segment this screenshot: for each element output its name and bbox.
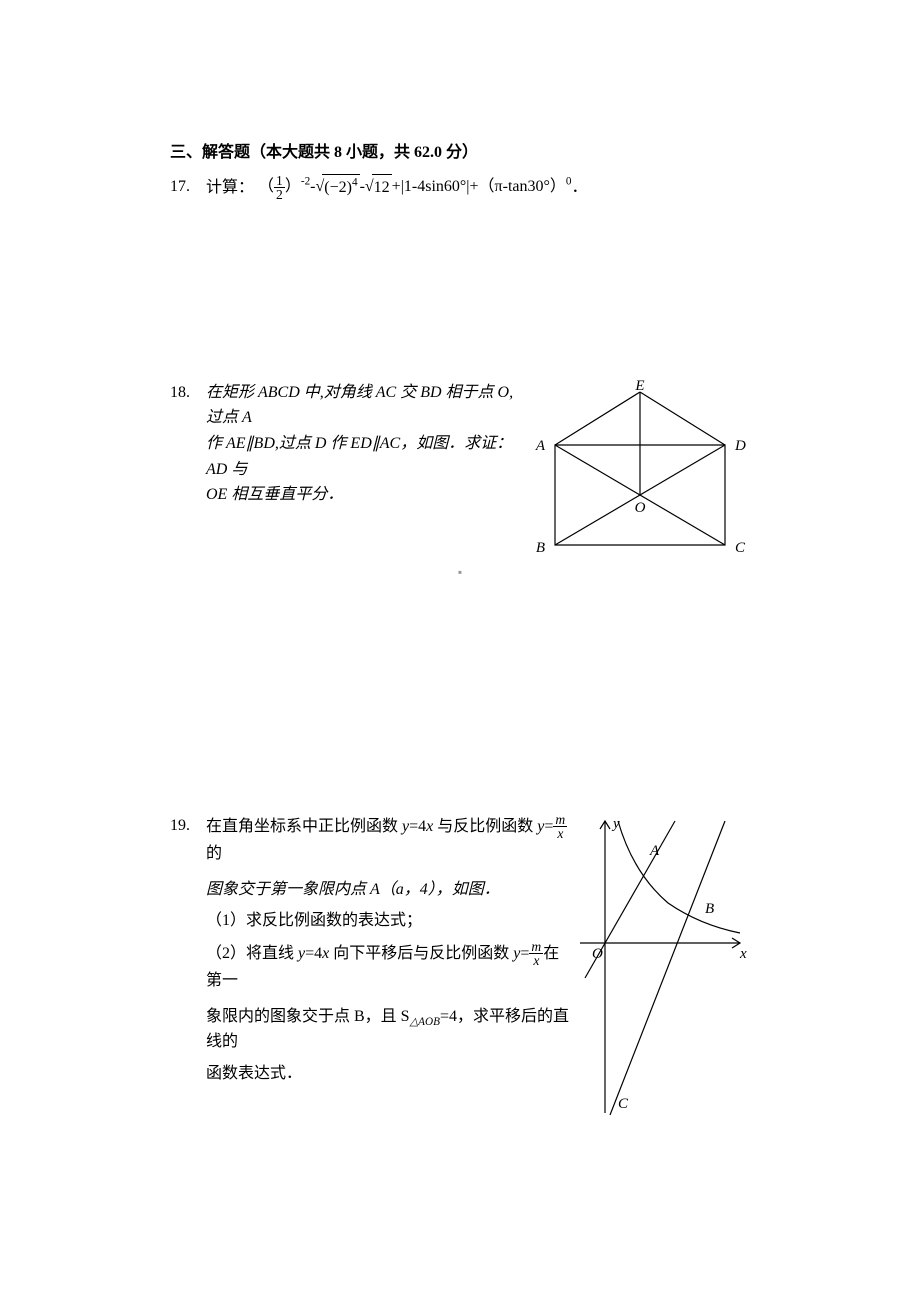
rad2: 12 bbox=[372, 174, 392, 201]
problem-text: 在矩形 ABCD 中,对角线 AC 交 BD 相于点 O,过点 A 作 AE∥B… bbox=[206, 380, 520, 555]
fn: m bbox=[553, 813, 567, 828]
problem-number: 17. bbox=[170, 174, 206, 202]
label-A: A bbox=[649, 843, 660, 859]
problem-body: 在矩形 ABCD 中,对角线 AC 交 BD 相于点 O,过点 A 作 AE∥B… bbox=[206, 380, 750, 555]
t: = bbox=[520, 945, 529, 962]
fn: m bbox=[529, 940, 543, 955]
label-C: C bbox=[618, 1096, 629, 1112]
rad-exp: 4 bbox=[352, 177, 358, 189]
t: 的 bbox=[206, 845, 222, 862]
center-marker-icon: ▪ bbox=[458, 563, 462, 582]
p19-l3: （1）求反比例函数的表达式； bbox=[206, 912, 422, 929]
t: 象限内的图象交于点 B，且 S bbox=[206, 1008, 410, 1025]
label-x: x bbox=[739, 946, 747, 962]
fd: x bbox=[529, 954, 543, 968]
problem-number: 19. bbox=[170, 813, 206, 1123]
p18-line3: OE 相互垂直平分． bbox=[206, 486, 343, 503]
exp: -2 bbox=[301, 176, 310, 188]
frac-num: 1 bbox=[274, 174, 285, 189]
t: =4 bbox=[409, 818, 426, 835]
label-y: y bbox=[611, 816, 620, 832]
tail: （π-tan30°） bbox=[479, 178, 566, 195]
t: 向下平移后与反比例函数 bbox=[329, 945, 513, 962]
sqrt-2: √12 bbox=[365, 174, 392, 201]
problem-body: 计算： （12）-2-√(−2)4-√12+|1-4sin60°|+（π-tan… bbox=[206, 174, 750, 202]
label-B: B bbox=[705, 901, 714, 917]
p19-l6: 函数表达式． bbox=[206, 1065, 302, 1082]
label-O: O bbox=[635, 500, 646, 516]
section-header: 三、解答题（本大题共 8 小题，共 62.0 分） bbox=[170, 140, 750, 166]
problem-number: 18. bbox=[170, 380, 206, 555]
p19-l2: 图象交于第一象限内点 A（a，4），如图． bbox=[206, 881, 500, 898]
p18-line1: 在矩形 ABCD 中,对角线 AC 交 BD 相于点 O,过点 A bbox=[206, 384, 513, 427]
problem-text: 在直角坐标系中正比例函数 y=4x 与反比例函数 y=mx的 图象交于第一象限内… bbox=[206, 813, 570, 1123]
t: （2）将直线 bbox=[206, 945, 298, 962]
problem-18: 18. 在矩形 ABCD 中,对角线 AC 交 BD 相于点 O,过点 A 作 … bbox=[170, 380, 750, 555]
t: 在直角坐标系中正比例函数 bbox=[206, 818, 402, 835]
label-B: B bbox=[536, 540, 545, 555]
p18-line2: 作 AE∥BD,过点 D 作 ED∥AC，如图．求证：AD 与 bbox=[206, 435, 512, 478]
label-A: A bbox=[535, 438, 546, 454]
sqrt-1: √(−2)4 bbox=[316, 174, 360, 201]
problem-19: 19. 在直角坐标系中正比例函数 y=4x 与反比例函数 y=mx的 图象交于第… bbox=[170, 813, 750, 1123]
rad-base: (−2) bbox=[324, 179, 352, 196]
t: 与反比例函数 bbox=[433, 818, 537, 835]
label-D: D bbox=[734, 438, 746, 454]
label-O: O bbox=[592, 946, 603, 962]
t: = bbox=[544, 818, 553, 835]
label-E: E bbox=[634, 380, 644, 394]
p17-expression: （12）-2-√(−2)4-√12+|1-4sin60°|+（π-tan30°）… bbox=[258, 178, 571, 195]
rectangle-diagram: E A D O B C bbox=[530, 380, 750, 555]
period: ． bbox=[572, 178, 588, 195]
problem-body: 在直角坐标系中正比例函数 y=4x 与反比例函数 y=mx的 图象交于第一象限内… bbox=[206, 813, 750, 1123]
abs-text: |1-4sin60°| bbox=[401, 178, 470, 195]
sub: △AOB bbox=[410, 1016, 440, 1028]
p17-prefix: 计算： bbox=[206, 178, 254, 195]
coordinate-diagram: y x A B O C bbox=[580, 813, 750, 1123]
frac-den: 2 bbox=[274, 188, 285, 202]
fd: x bbox=[553, 827, 567, 841]
t: =4 bbox=[305, 945, 322, 962]
p19-figure: y x A B O C bbox=[580, 813, 750, 1123]
p18-figure: E A D O B C bbox=[530, 380, 750, 555]
label-C: C bbox=[735, 540, 746, 555]
problem-17: 17. 计算： （12）-2-√(−2)4-√12+|1-4sin60°|+（π… bbox=[170, 174, 750, 202]
